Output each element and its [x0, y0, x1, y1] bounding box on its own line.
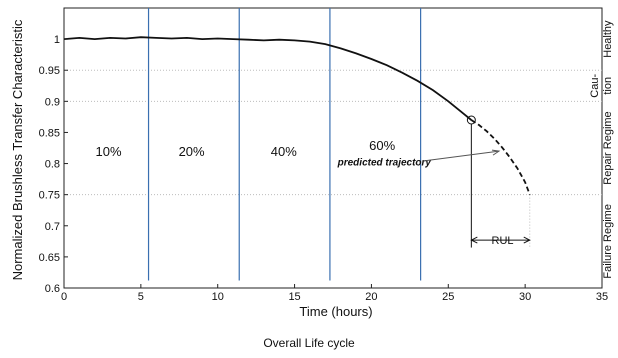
x-tick-label: 20	[365, 291, 377, 303]
x-ticks: 0 5 10 15 20 25 30 35	[61, 284, 608, 303]
y-tick-label: 1	[54, 34, 60, 46]
x-tick-label: 15	[288, 291, 300, 303]
x-tick-label: 0	[61, 291, 67, 303]
regime-label: tion	[602, 77, 614, 95]
predicted-trajectory-arrowhead	[491, 149, 501, 156]
y-tick-label: 0.65	[39, 252, 60, 264]
regime-label: Failure Regime	[602, 204, 614, 279]
y-tick-label: 0.85	[39, 127, 60, 139]
predicted-trajectory-arrow	[422, 150, 500, 162]
regime-label: Cau-	[589, 74, 601, 98]
y-tick-label: 0.9	[45, 96, 60, 108]
plot-frame-group	[63, 7, 603, 289]
x-tick-label: 30	[519, 291, 531, 303]
series-group	[63, 36, 531, 196]
plot-frame	[63, 7, 603, 289]
phase-label: 10%	[96, 144, 122, 159]
phase-label: 60%	[369, 138, 395, 153]
regime-label: Healthy	[602, 20, 614, 58]
y-ticks: 0.6 0.65 0.7 0.75 0.8 0.85 0.9 0.95 1	[39, 34, 68, 295]
predicted-trajectory-label: predicted trajectory	[337, 158, 432, 169]
figure-caption: Overall Life cycle	[263, 336, 355, 350]
phase-label: 20%	[179, 144, 205, 159]
phase-lines	[147, 8, 422, 281]
x-tick-label: 25	[442, 291, 454, 303]
y-tick-label: 0.6	[45, 283, 60, 295]
y-axis-label: Normalized Brushless Transfer Characteri…	[10, 19, 25, 280]
rul-arrowhead-right	[523, 236, 531, 244]
x-tick-label: 35	[596, 291, 608, 303]
y-tick-label: 0.95	[39, 65, 60, 77]
reference-lines	[64, 69, 602, 248]
y-tick-label: 0.8	[45, 159, 60, 171]
regime-label: Repair Regime	[602, 111, 614, 184]
y-tick-label: 0.75	[39, 190, 60, 202]
annotations: RUL predicted trajectory 10% 20% 40% 60%	[96, 115, 531, 248]
y-tick-label: 0.7	[45, 221, 60, 233]
rul-arrowhead-left	[470, 236, 478, 244]
regime-labels: Healthy Cau-tion Repair Regime Failure Regi…	[589, 20, 614, 279]
x-tick-label: 5	[138, 291, 144, 303]
x-tick-label: 10	[212, 291, 224, 303]
rul-label: RUL	[492, 235, 514, 247]
phase-label: 40%	[271, 144, 297, 159]
series-line-measured	[63, 36, 472, 121]
series-line-predicted	[470, 119, 531, 196]
x-axis-label: Time (hours)	[299, 304, 372, 319]
